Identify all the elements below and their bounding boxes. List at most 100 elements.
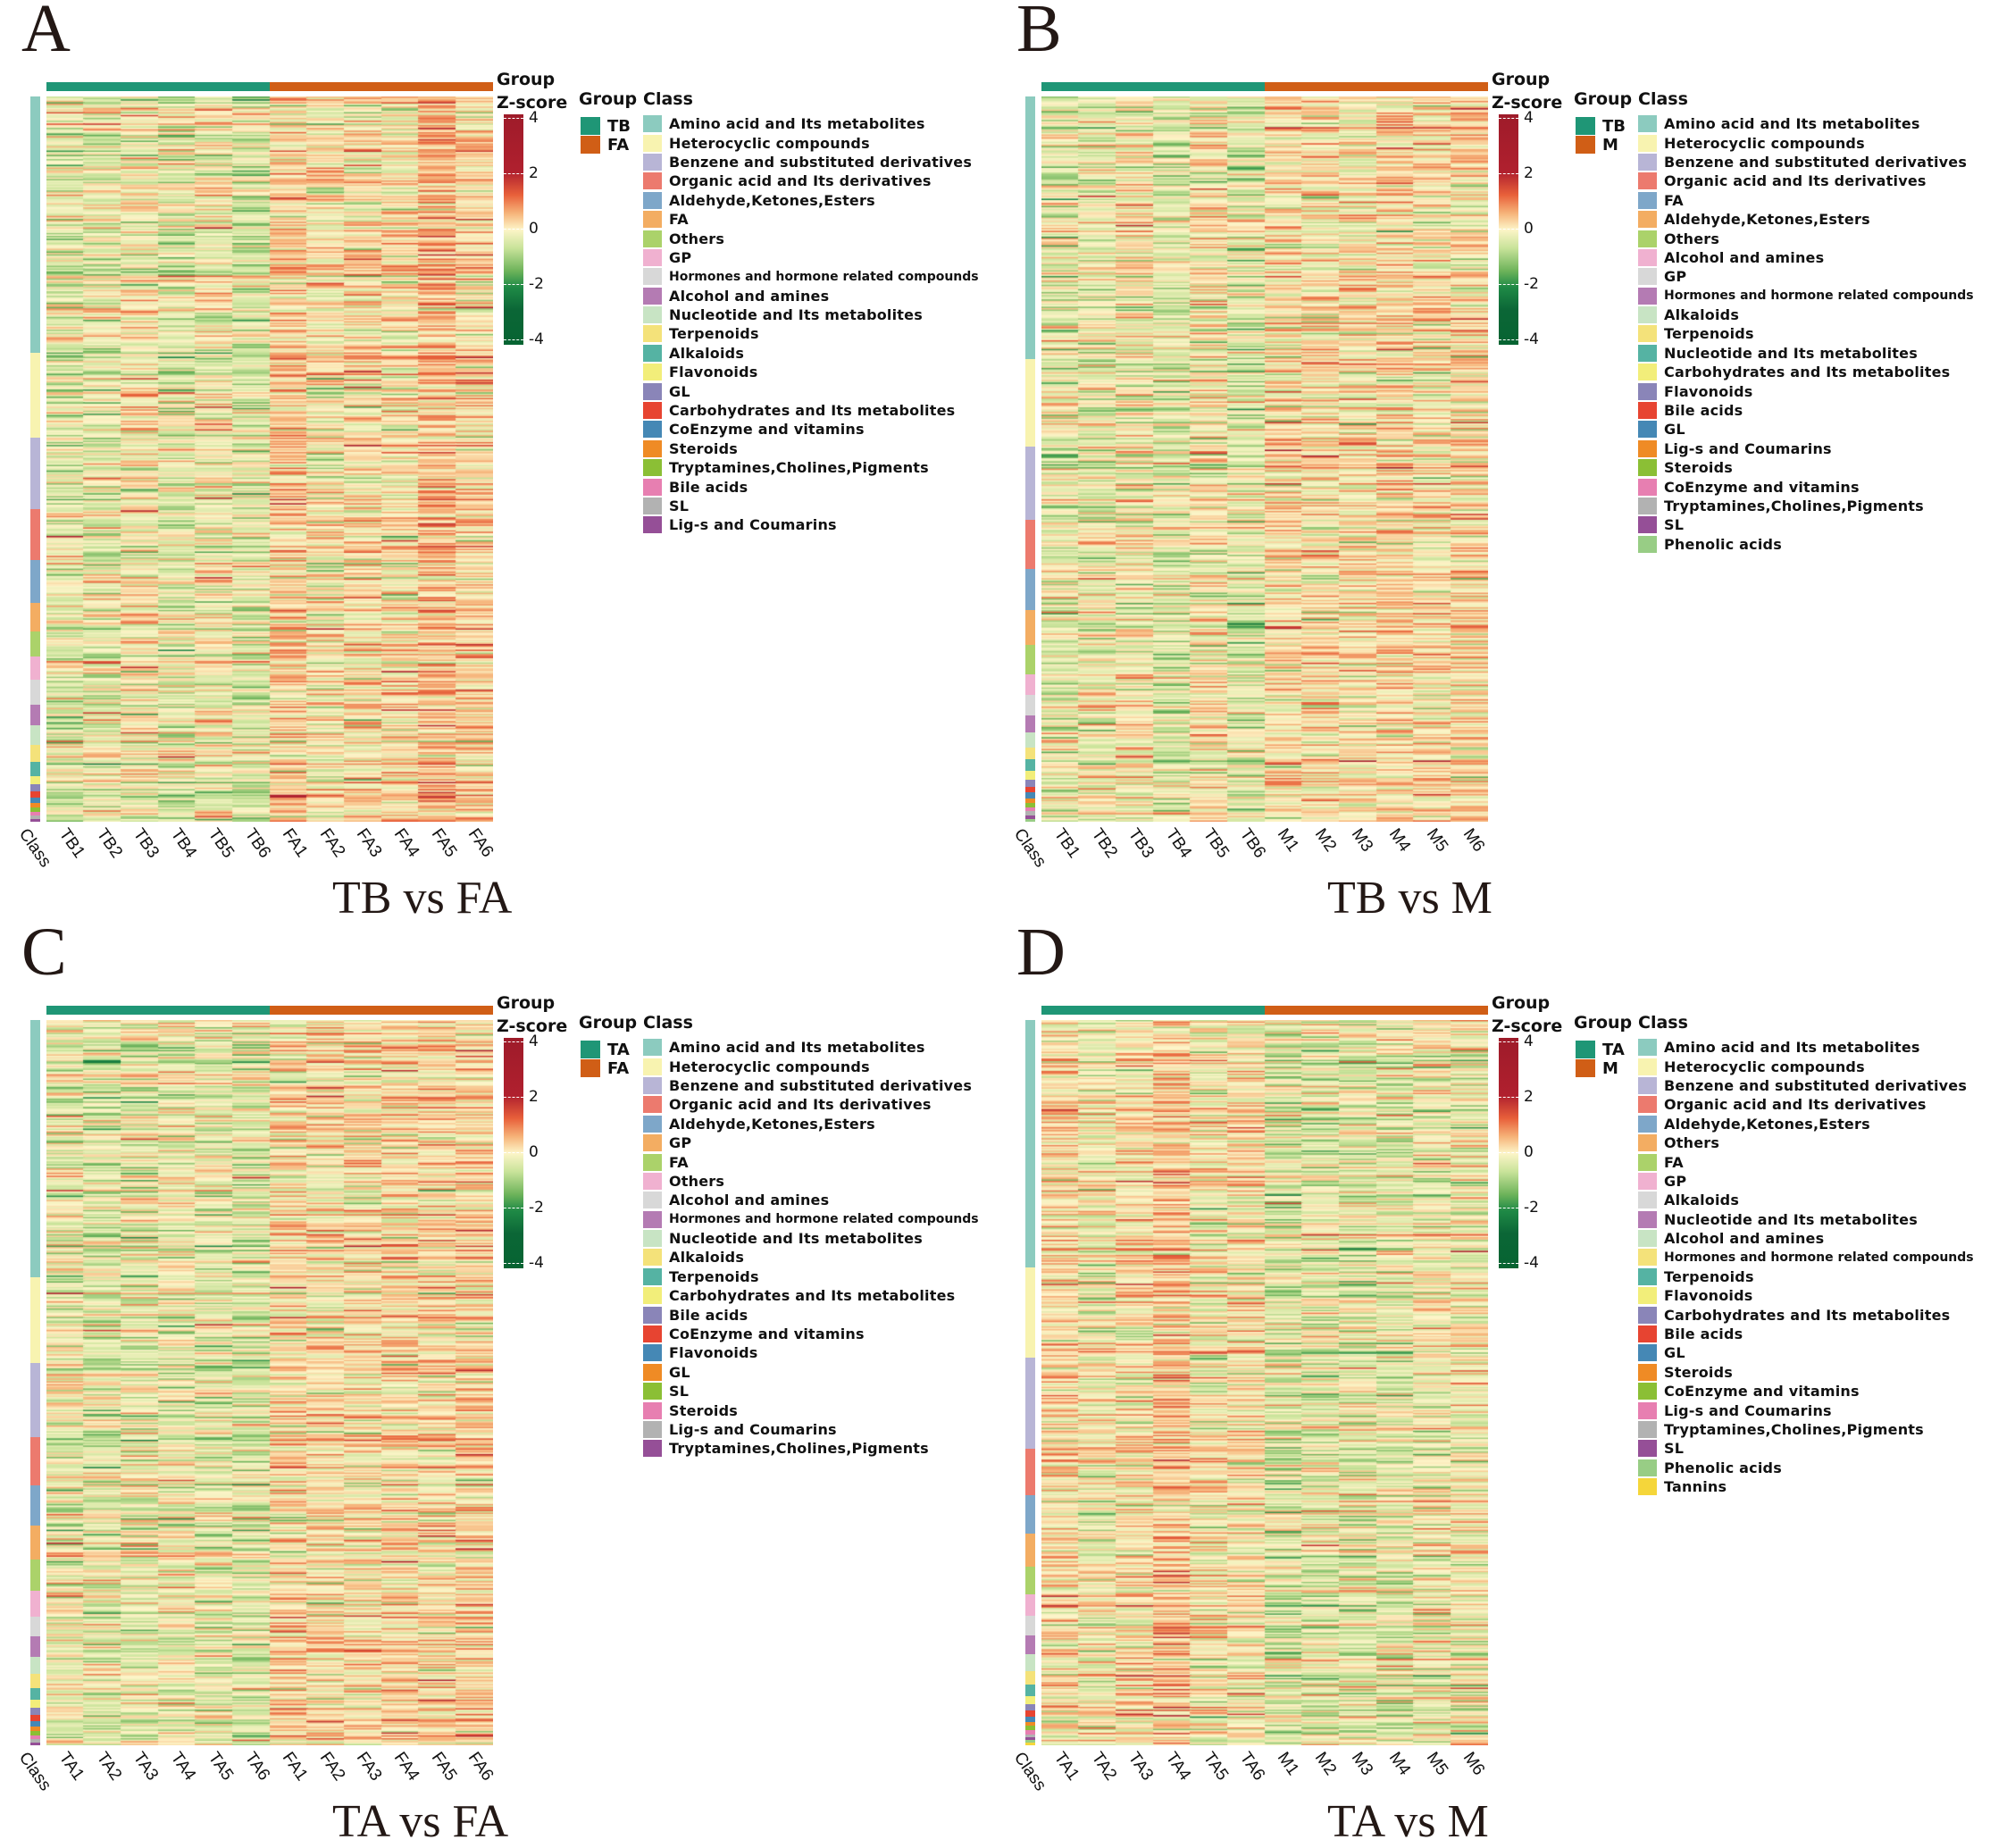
- class-legend-label: Bile acids: [669, 1306, 748, 1324]
- class-legend-label: Benzene and substituted derivatives: [1664, 1076, 1968, 1094]
- class-bar-segment: [1025, 96, 1035, 360]
- class-bar-segment: [30, 438, 40, 509]
- legend-swatch: [1638, 535, 1657, 553]
- class-legend-item: Nucleotide and Its metabolites: [643, 305, 979, 324]
- class-legend-label: Others: [669, 1172, 725, 1190]
- class-legend-label: Others: [669, 230, 725, 247]
- class-legend-label: Alkaloids: [669, 344, 745, 362]
- sample-label: FA2: [315, 825, 348, 861]
- class-legend-label: Benzene and substituted derivatives: [669, 153, 973, 171]
- zscore-colorbar: [1499, 114, 1518, 345]
- class-bar-segment: [1025, 447, 1035, 520]
- group-bar-segment: [270, 82, 493, 91]
- sample-label: TB6: [1235, 825, 1270, 862]
- class-legend-label: GP: [669, 248, 692, 266]
- class-bar-segment: [30, 1617, 40, 1637]
- class-bar-segment: [1025, 1358, 1035, 1449]
- legend-swatch: [1638, 1230, 1657, 1248]
- class-legend-label: Nucleotide and Its metabolites: [1664, 1210, 1918, 1228]
- class-legend-item: Heterocyclic compounds: [643, 1057, 979, 1075]
- legend-swatch: [1638, 1306, 1657, 1324]
- class-legend-item: Organic acid and Its derivatives: [1638, 1095, 1974, 1114]
- legend-swatch: [643, 344, 662, 362]
- class-legend-label: SL: [1664, 516, 1685, 534]
- class-legend-item: CoEnzyme and vitamins: [643, 420, 979, 439]
- class-legend-label: FA: [669, 1153, 689, 1171]
- legend-swatch: [1638, 1363, 1657, 1381]
- class-legend-item: Others: [643, 229, 979, 247]
- class-bar-segment: [30, 1485, 40, 1526]
- class-bar-segment: [30, 352, 40, 439]
- legend-swatch: [1638, 1039, 1657, 1057]
- class-legend-label: Heterocyclic compounds: [1664, 134, 1865, 152]
- class-bar-segment: [30, 1708, 40, 1716]
- class-legend-item: Hormones and hormone related compounds: [1638, 287, 1974, 305]
- class-bar-segment: [1025, 802, 1035, 807]
- class-legend-item: GL: [643, 1363, 979, 1382]
- group-bar-segment: [46, 1006, 270, 1015]
- class-bar-segment: [1025, 359, 1035, 447]
- class-legend-item: Amino acid and Its metabolites: [1638, 114, 1974, 133]
- legend-swatch: [581, 117, 600, 135]
- class-bar-segment: [30, 1699, 40, 1709]
- class-legend-item: Benzene and substituted derivatives: [1638, 153, 1974, 171]
- class-legend-label: Tryptamines,Cholines,Pigments: [669, 459, 929, 477]
- class-bar-segment: [1025, 1267, 1035, 1359]
- class-legend-label: Steroids: [669, 439, 738, 457]
- class-bar-segment: [30, 1715, 40, 1721]
- zscore-tick-mark: [1499, 229, 1518, 230]
- legend-swatch: [1638, 1172, 1657, 1190]
- class-legend-label: Carbohydrates and Its metabolites: [669, 402, 956, 420]
- zscore-tick-label: 0: [1524, 1143, 1534, 1161]
- class-legend-item: GP: [1638, 1172, 1974, 1191]
- class-axis-label: Class: [1009, 825, 1050, 871]
- sample-label: TA3: [129, 1749, 163, 1785]
- class-legend-item: Bile acids: [643, 477, 979, 496]
- class-legend-item: Benzene and substituted derivatives: [643, 1076, 979, 1095]
- group-bar-segment: [1041, 1006, 1265, 1015]
- class-legend-item: Aldehyde,Ketones,Esters: [643, 191, 979, 210]
- class-bar-segment: [30, 818, 40, 822]
- legend-swatch: [643, 325, 662, 343]
- zscore-tick-label: 0: [529, 220, 539, 238]
- class-bar-segment: [30, 1560, 40, 1592]
- class-legend-label: SL: [669, 1383, 690, 1401]
- legend-swatch: [1638, 1058, 1657, 1075]
- sample-label: TA1: [1049, 1749, 1083, 1785]
- zscore-tick-label: 2: [529, 1088, 539, 1106]
- group-legend-item: FA: [581, 135, 629, 155]
- legend-swatch: [1638, 478, 1657, 496]
- class-bar-segment: [30, 705, 40, 725]
- legend-swatch: [643, 459, 662, 477]
- class-legend-label: Benzene and substituted derivatives: [1664, 153, 1968, 171]
- class-bar-segment: [1025, 732, 1035, 748]
- group-legend-item: TA: [581, 1040, 630, 1059]
- zscore-tick-mark: [504, 229, 523, 230]
- class-legend-item: FA: [643, 210, 979, 229]
- zscore-colorbar: [504, 114, 523, 345]
- zscore-tick-mark: [504, 1152, 523, 1153]
- legend-swatch: [581, 1041, 600, 1058]
- class-legend-item: Tryptamines,Cholines,Pigments: [643, 458, 979, 477]
- class-bar-segment: [1025, 815, 1035, 819]
- class-legend-item: Tryptamines,Cholines,Pigments: [1638, 1420, 1974, 1439]
- group-bar-segment: [1265, 82, 1488, 91]
- legend-swatch: [643, 498, 662, 514]
- class-legend-label: GL: [1664, 421, 1685, 439]
- class-legend-item: Aldehyde,Ketones,Esters: [1638, 1115, 1974, 1133]
- zscore-colorbar: [504, 1038, 523, 1268]
- class-legend-label: Amino acid and Its metabolites: [1664, 1039, 1920, 1057]
- class-bar-segment: [30, 1020, 40, 1277]
- zscore-tick-mark: [504, 1263, 523, 1264]
- sample-label: M3: [1347, 1749, 1377, 1779]
- class-bar-segment: [1025, 1721, 1035, 1727]
- legend-swatch: [1638, 1383, 1657, 1401]
- class-bar-segment: [1025, 1020, 1035, 1267]
- class-legend-item: Flavonoids: [643, 1343, 979, 1362]
- class-legend-item: Bile acids: [1638, 401, 1974, 420]
- class-bar-segment: [30, 1525, 40, 1560]
- zscore-tick-mark: [504, 1041, 523, 1042]
- class-bar-segment: [30, 1436, 40, 1486]
- class-legend-item: Flavonoids: [1638, 1286, 1974, 1305]
- zscore-tick-label: -2: [1524, 275, 1539, 293]
